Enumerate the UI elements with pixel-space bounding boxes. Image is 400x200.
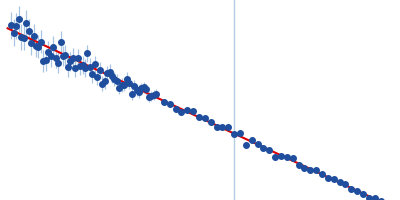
Point: [372, 197, 378, 200]
Point: [106, 70, 113, 73]
Point: [111, 77, 118, 80]
Point: [8, 24, 15, 27]
Point: [33, 44, 39, 47]
Point: [62, 53, 69, 56]
Point: [184, 108, 190, 111]
Point: [225, 126, 232, 129]
Point: [136, 91, 142, 94]
Point: [67, 60, 74, 63]
Point: [237, 131, 243, 134]
Point: [16, 18, 22, 21]
Point: [133, 88, 140, 92]
Point: [141, 86, 147, 89]
Point: [124, 77, 130, 80]
Point: [172, 108, 179, 111]
Point: [128, 92, 135, 96]
Point: [161, 101, 167, 104]
Point: [360, 192, 366, 196]
Point: [190, 110, 196, 113]
Point: [57, 40, 64, 43]
Point: [38, 40, 44, 43]
Point: [307, 168, 314, 171]
Point: [11, 31, 17, 34]
Point: [213, 125, 220, 129]
Point: [296, 163, 302, 166]
Point: [196, 116, 202, 119]
Point: [48, 55, 54, 58]
Point: [92, 62, 98, 65]
Point: [74, 57, 81, 60]
Point: [23, 21, 29, 24]
Point: [30, 34, 37, 37]
Point: [248, 138, 255, 142]
Point: [284, 156, 290, 159]
Point: [266, 148, 272, 151]
Point: [102, 79, 108, 83]
Point: [13, 25, 20, 28]
Point: [89, 73, 96, 76]
Point: [18, 35, 24, 38]
Point: [146, 96, 152, 99]
Point: [260, 146, 267, 149]
Point: [119, 83, 125, 87]
Point: [96, 68, 103, 71]
Point: [26, 30, 32, 33]
Point: [153, 92, 159, 95]
Point: [52, 56, 59, 59]
Point: [254, 143, 261, 146]
Point: [77, 64, 83, 68]
Point: [272, 155, 278, 158]
Point: [55, 61, 61, 64]
Point: [243, 143, 249, 146]
Point: [366, 197, 372, 200]
Point: [104, 72, 110, 75]
Point: [336, 181, 343, 184]
Point: [166, 102, 173, 106]
Point: [72, 66, 78, 69]
Point: [301, 166, 308, 169]
Point: [94, 76, 100, 79]
Point: [84, 52, 91, 55]
Point: [114, 79, 120, 82]
Point: [126, 82, 132, 85]
Point: [65, 65, 71, 68]
Point: [121, 83, 128, 86]
Point: [290, 156, 296, 159]
Point: [42, 59, 49, 62]
Point: [278, 154, 284, 157]
Point: [219, 126, 226, 129]
Point: [143, 87, 150, 91]
Point: [150, 93, 157, 97]
Point: [35, 45, 42, 48]
Point: [45, 50, 52, 53]
Point: [138, 86, 145, 90]
Point: [116, 86, 122, 89]
Point: [208, 120, 214, 123]
Point: [313, 168, 319, 172]
Point: [330, 177, 337, 181]
Point: [178, 111, 184, 114]
Point: [87, 65, 93, 68]
Point: [231, 132, 237, 135]
Point: [70, 56, 76, 59]
Point: [79, 63, 86, 67]
Point: [319, 172, 325, 175]
Point: [60, 54, 66, 57]
Point: [28, 42, 34, 45]
Point: [131, 84, 137, 87]
Point: [354, 190, 360, 193]
Point: [342, 182, 349, 185]
Point: [325, 176, 331, 180]
Point: [148, 95, 154, 98]
Point: [20, 36, 27, 40]
Point: [109, 74, 115, 77]
Point: [50, 45, 56, 49]
Point: [99, 82, 106, 85]
Point: [82, 67, 88, 70]
Point: [348, 188, 354, 191]
Point: [40, 59, 46, 63]
Point: [202, 116, 208, 119]
